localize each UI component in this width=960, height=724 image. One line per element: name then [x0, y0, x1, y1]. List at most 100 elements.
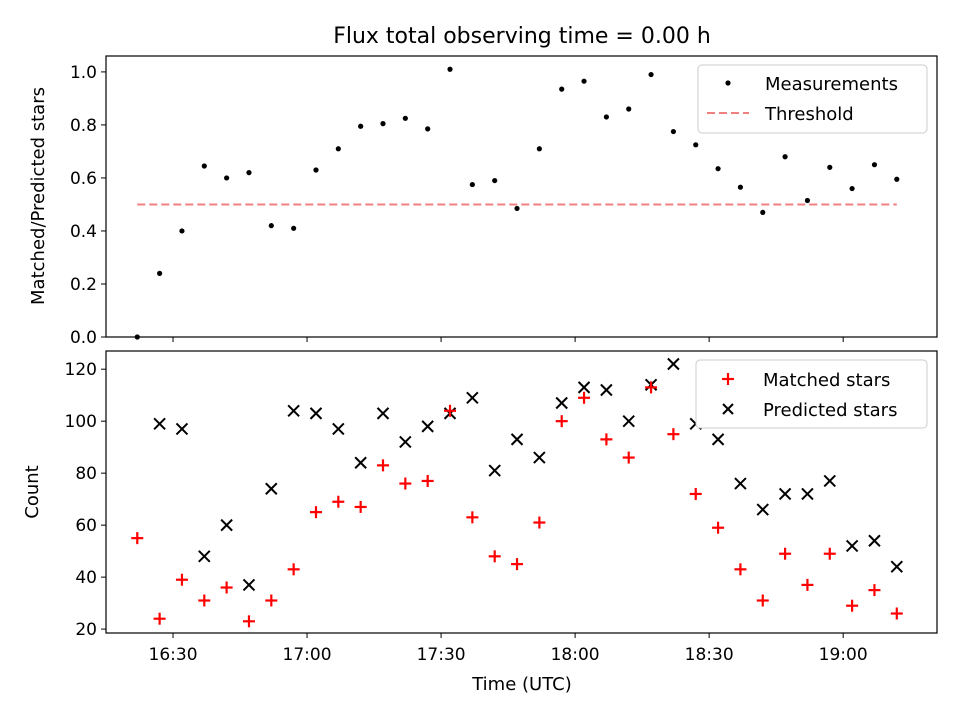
matched-point [578, 391, 591, 404]
matched-point [801, 578, 814, 591]
top-y-tick-label: 0.6 [70, 169, 97, 189]
measurement-point [849, 185, 855, 192]
matched-point [131, 532, 144, 545]
matched-point [823, 547, 836, 560]
matched-point [220, 581, 233, 594]
measurement-point [804, 197, 811, 204]
top-legend-box [697, 64, 928, 134]
matched-point [645, 381, 658, 394]
matched-point [466, 511, 479, 524]
predicted-point [600, 383, 613, 397]
predicted-point [175, 422, 189, 436]
predicted-point [734, 477, 747, 490]
measurement-point [179, 228, 185, 234]
predicted-point [622, 414, 635, 428]
x-tick-label: 16:30 [149, 645, 198, 665]
x-tick-label: 17:00 [283, 645, 332, 665]
measurement-point [737, 184, 744, 190]
measurement-point [492, 177, 498, 184]
measurement-point [402, 115, 408, 121]
measurement-point [201, 163, 207, 169]
x-tick-label: 19:00 [819, 645, 868, 665]
matched-point [756, 594, 769, 607]
matched-point [511, 558, 524, 571]
bottom-legend: Matched stars Predicted stars [695, 359, 928, 429]
matched-point [600, 433, 613, 446]
predicted-point [287, 404, 300, 417]
legend-matched-marker [722, 373, 734, 385]
measurement-point [514, 205, 520, 212]
predicted-point [265, 482, 278, 495]
predicted-point [399, 435, 412, 449]
bottom-y-tick-label: 80 [75, 464, 97, 484]
predicted-point [667, 357, 680, 371]
x-tick-label: 18:00 [551, 645, 600, 665]
matched-point [399, 477, 412, 490]
measurement-point [224, 175, 230, 181]
matched-point [265, 594, 278, 607]
predicted-point [354, 456, 367, 469]
matched-point [354, 500, 367, 513]
measurement-point [559, 86, 565, 92]
matched-point [533, 516, 546, 529]
top-legend: Measurements Threshold [697, 64, 928, 134]
matched-point [622, 451, 635, 464]
top-y-tick-label: 0.4 [70, 222, 97, 242]
bottom-plot-frame [105, 350, 938, 634]
measurement-point [760, 209, 766, 216]
matched-point [309, 506, 322, 519]
legend-matched-label: Matched stars [763, 370, 890, 391]
measurement-point [581, 78, 587, 84]
predicted-point [845, 539, 859, 553]
predicted-point [488, 464, 501, 477]
x-tick-label: 18:30 [685, 645, 734, 665]
matched-point [846, 599, 859, 612]
bottom-y-tick-label: 40 [75, 568, 97, 588]
matched-point [890, 607, 903, 620]
measurement-point [715, 166, 721, 172]
measurement-point [894, 176, 900, 182]
matched-point [488, 550, 501, 563]
predicted-point [510, 433, 524, 446]
measurement-point [626, 106, 632, 112]
predicted-point [332, 422, 345, 436]
bottom-y-tick-label: 120 [65, 360, 97, 380]
measurement-point [648, 71, 654, 78]
top-y-tick-label: 1.0 [70, 63, 97, 83]
bottom-y-tick-label: 20 [75, 620, 97, 640]
legend-predicted-label: Predicted stars [763, 400, 897, 421]
matched-point [332, 495, 345, 508]
matched-point [689, 487, 702, 500]
matched-point [153, 612, 166, 625]
matched-point [444, 404, 457, 417]
measurement-point [425, 126, 431, 132]
measurement-point [536, 146, 542, 152]
matched-point [712, 521, 725, 534]
matched-point [868, 584, 881, 597]
measurement-point [603, 114, 609, 120]
measurement-point [782, 154, 788, 160]
bottom-y-axis-label: Count [22, 465, 43, 518]
x-tick-label: 17:30 [417, 645, 466, 665]
measurement-point [335, 146, 341, 152]
predicted-point [466, 391, 479, 404]
legend-threshold-label: Threshold [764, 104, 854, 125]
bottom-y-tick-label: 100 [65, 412, 97, 432]
predicted-point [577, 381, 591, 394]
measurement-point [670, 128, 677, 135]
matched-point [779, 547, 792, 560]
bottom-y-tick-label: 60 [75, 516, 97, 536]
predicted-point [801, 487, 814, 501]
predicted-point [823, 474, 836, 488]
matched-point [287, 563, 300, 576]
top-y-tick-label: 0.8 [70, 116, 97, 136]
predicted-point [220, 518, 233, 532]
top-y-tick-label: 0.0 [70, 328, 97, 348]
measurement-point [291, 225, 297, 231]
legend-measurements-marker [725, 80, 731, 86]
measurement-point [871, 162, 878, 168]
predicted-point [890, 560, 903, 573]
measurement-point [447, 66, 453, 72]
measurement-point [469, 181, 475, 188]
measurement-point [246, 170, 252, 176]
